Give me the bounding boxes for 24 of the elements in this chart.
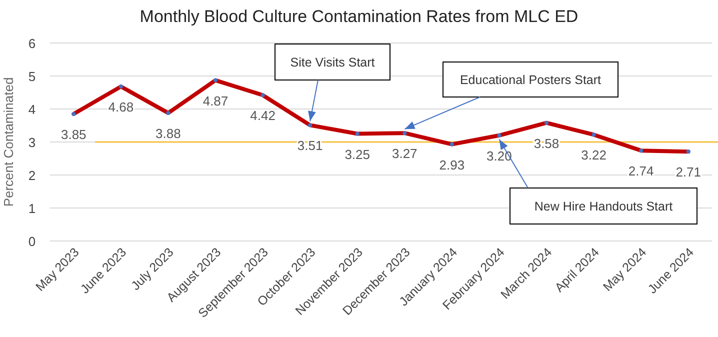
chart-title: Monthly Blood Culture Contamination Rates from MLC ED <box>140 7 578 26</box>
text: 2.93 <box>439 157 465 172</box>
y-tick-label: 0 <box>28 234 36 249</box>
y-axis-title: Percent Contaminated <box>1 77 16 207</box>
y-tick-label: 6 <box>28 36 36 51</box>
text: 3.27 <box>392 146 418 162</box>
annotation: New Hire Handouts Start <box>534 200 674 214</box>
text: 2.71 <box>676 164 702 180</box>
annotation: Site Visits Start <box>290 56 376 70</box>
y-tick-label: 2 <box>28 168 36 183</box>
text: 4.87 <box>202 93 228 108</box>
y-tick-label: 1 <box>28 201 36 216</box>
annotation: Educational Posters Start <box>460 73 602 87</box>
y-tick-label: 5 <box>28 69 36 84</box>
text: 3.88 <box>156 126 181 141</box>
text: 3.85 <box>60 126 86 142</box>
text: 4.42 <box>250 108 276 124</box>
text: 2.74 <box>628 164 654 179</box>
y-tick-label: 4 <box>28 102 36 117</box>
text: 3.25 <box>344 146 370 162</box>
y-tick-label: 3 <box>28 135 36 150</box>
text: 4.68 <box>108 100 134 115</box>
text: 3.51 <box>297 138 323 154</box>
text: 3.22 <box>581 148 606 163</box>
